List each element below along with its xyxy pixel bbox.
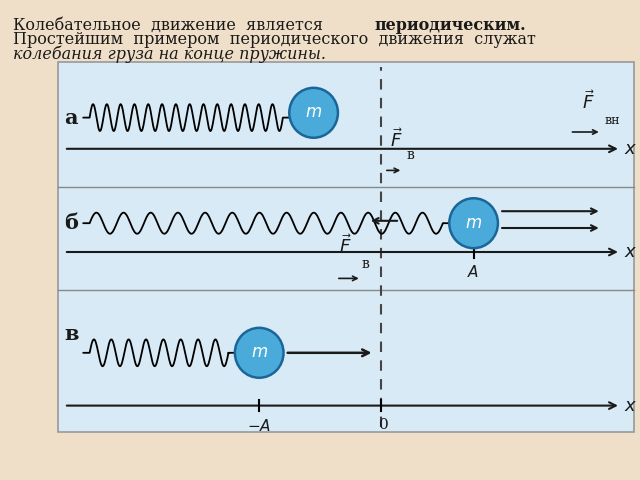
Ellipse shape	[289, 88, 338, 138]
Text: в: в	[362, 257, 369, 271]
Text: а: а	[64, 108, 77, 128]
Text: вн: вн	[605, 114, 620, 127]
Text: $x$: $x$	[624, 140, 637, 158]
Text: $m$: $m$	[465, 215, 482, 232]
Text: $m$: $m$	[305, 104, 322, 121]
Text: $A$: $A$	[467, 264, 480, 280]
Ellipse shape	[449, 198, 498, 248]
Text: $-A$: $-A$	[247, 418, 271, 433]
Text: $m$: $m$	[251, 344, 268, 361]
Text: Колебательное  движение  является: Колебательное движение является	[13, 17, 333, 34]
FancyBboxPatch shape	[58, 62, 634, 432]
Text: б: б	[64, 213, 78, 233]
Text: $x$: $x$	[624, 243, 637, 261]
Text: Простейшим  примером  периодического  движения  служат: Простейшим примером периодического движе…	[13, 31, 536, 48]
Text: $\vec{F}$: $\vec{F}$	[582, 90, 595, 113]
Ellipse shape	[235, 328, 284, 378]
Text: в: в	[64, 324, 79, 344]
Text: $\vec{F}$: $\vec{F}$	[339, 234, 352, 257]
Text: $\vec{F}$: $\vec{F}$	[390, 128, 403, 151]
Text: 0: 0	[379, 418, 389, 432]
Text: колебания груза на конце пружины.: колебания груза на конце пружины.	[13, 46, 326, 63]
Text: периодическим.: периодическим.	[374, 17, 526, 34]
Text: в: в	[406, 148, 414, 162]
Text: $x$: $x$	[624, 396, 637, 415]
